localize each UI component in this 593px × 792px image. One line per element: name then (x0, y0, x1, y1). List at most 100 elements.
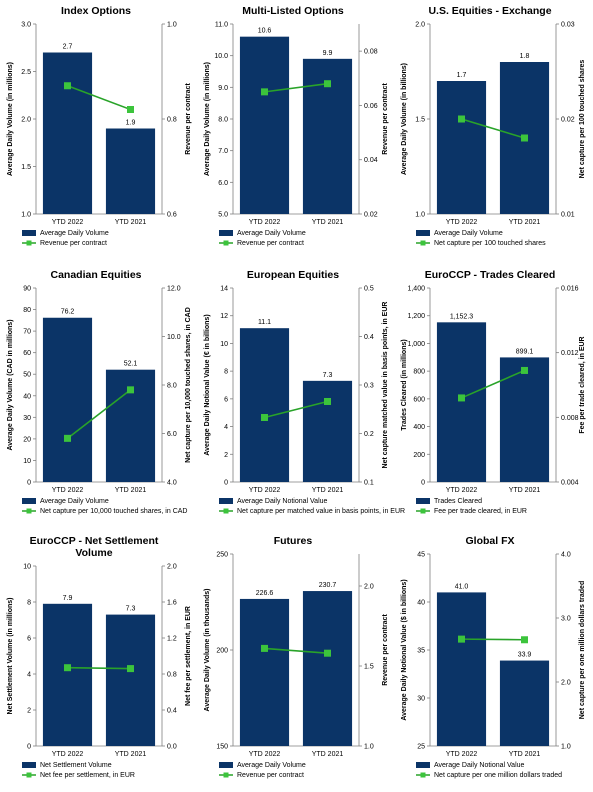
legend-swatch-bar (416, 762, 430, 768)
legend-label-bar: Trades Cleared (434, 498, 482, 505)
y-tick-label: 200 (216, 648, 228, 655)
y-tick-label: 8.0 (218, 117, 228, 124)
y-axis-title: Average Daily Notional Value ($ in billi… (401, 579, 408, 720)
legend-swatch-bar (22, 762, 36, 768)
chart-panel-futures: Futures 150 200 250 1.0 1.5 2.0 Average Daily V… (201, 532, 389, 790)
chart-title: Global FX (465, 535, 514, 547)
y2-tick-label: 1.2 (167, 636, 177, 643)
y2-tick-label: 3.0 (561, 616, 571, 623)
y-tick-label: 45 (417, 552, 425, 559)
y-tick-label: 8 (224, 369, 228, 376)
bar-data-label: 52.1 (124, 361, 138, 368)
y2-tick-label: 0.004 (561, 480, 579, 487)
bar-data-label: 76.2 (61, 309, 75, 316)
chart-svg: Futures 150 200 250 1.0 1.5 2.0 Average Daily V… (204, 535, 389, 779)
line-marker (127, 665, 134, 673)
line-marker (261, 644, 268, 652)
bar-data-label: 230.7 (319, 582, 337, 589)
y2-tick-label: 0.4 (364, 334, 374, 341)
bar-ytd-2022 (239, 36, 290, 214)
line-series (67, 389, 131, 439)
bar-data-label: 1.8 (520, 53, 530, 60)
x-tick-label: YTD 2022 (52, 487, 84, 494)
bar-ytd-2022 (436, 81, 487, 214)
y-tick-label: 9.0 (218, 85, 228, 92)
y-tick-label: 0 (224, 480, 228, 487)
legend-marker-swatch (26, 240, 32, 246)
y2-tick-label: 0.03 (561, 22, 575, 29)
y-tick-label: 6 (27, 636, 31, 643)
chart-title: Futures (274, 535, 313, 547)
y-tick-label: 90 (23, 286, 31, 293)
bar-data-label: 899.1 (516, 348, 534, 355)
legend-marker-swatch (223, 240, 229, 246)
line-marker (521, 366, 528, 374)
y2-tick-label: 0.02 (561, 117, 575, 124)
bar-ytd-2022 (436, 592, 487, 746)
y2-tick-label: 1.6 (167, 600, 177, 607)
bar-data-label: 9.9 (323, 50, 333, 57)
chart-title: Multi-Listed Options (242, 5, 344, 17)
line-marker (64, 664, 71, 672)
y2-tick-label: 0.06 (364, 103, 378, 110)
legend-label-bar: Average Daily Volume (434, 230, 503, 237)
legend-label-line: Revenue per contract (237, 772, 304, 779)
chart-panel-european-equities: European Equities 0 2 4 6 8 10 12 14 0.1 0.2 0.3 0.4… (201, 266, 405, 526)
y-axis-title: Average Daily Volume (in billions) (401, 63, 408, 175)
bar-ytd-2022 (239, 328, 290, 482)
legend-label-bar: Average Daily Notional Value (434, 762, 525, 769)
y-tick-label: 7.0 (218, 148, 228, 155)
chart-svg: U.S. Equities - Exchange 1.0 1.5 2.0 0.01 0.0… (401, 5, 586, 247)
y-tick-label: 10.0 (214, 53, 228, 60)
y-tick-label: 8 (27, 600, 31, 607)
y-tick-label: 30 (23, 415, 31, 422)
y-tick-label: 25 (417, 744, 425, 751)
y-tick-label: 40 (23, 393, 31, 400)
y-tick-label: 2.5 (21, 69, 31, 76)
chart-svg: EuroCCP - Trades Cleared 0 200 400 600 800 1,0… (401, 269, 586, 515)
y2-tick-label: 1.0 (561, 744, 571, 751)
x-tick-label: YTD 2021 (115, 219, 147, 226)
y-tick-label: 3.0 (21, 22, 31, 29)
y-tick-label: 200 (413, 452, 425, 459)
legend-label-line: Net capture per matched value in basis p… (237, 508, 405, 515)
line-marker (261, 413, 268, 421)
x-tick-label: YTD 2022 (52, 751, 84, 758)
bar-ytd-2021 (499, 357, 550, 482)
y-tick-label: 60 (23, 350, 31, 357)
y-tick-label: 400 (413, 424, 425, 431)
chart-panel-euroccp-trades-cleared: EuroCCP - Trades Cleared 0 200 400 600 800 1,0… (398, 266, 586, 526)
y-tick-label: 35 (417, 648, 425, 655)
y-tick-label: 0 (27, 744, 31, 751)
legend-marker-swatch (26, 772, 32, 778)
line-marker (521, 636, 528, 644)
y-axis-title: Net Settlement Volume (in millions) (7, 598, 14, 715)
y2-tick-label: 2.0 (167, 564, 177, 571)
line-marker (458, 394, 465, 402)
x-tick-label: YTD 2021 (115, 487, 147, 494)
chart-panel-us-equities-exchange: U.S. Equities - Exchange 1.0 1.5 2.0 0.01 0.0… (398, 2, 586, 258)
legend-label-bar: Average Daily Volume (237, 230, 306, 237)
x-tick-label: YTD 2021 (312, 751, 344, 758)
legend-label-line: Revenue per contract (40, 240, 107, 247)
legend-label-line: Revenue per contract (237, 240, 304, 247)
legend-marker-swatch (420, 772, 426, 778)
y2-tick-label: 0.4 (167, 708, 177, 715)
y-tick-label: 10 (23, 458, 31, 465)
legend-marker-swatch (420, 240, 426, 246)
y2-tick-label: 10.0 (167, 334, 181, 341)
y2-tick-label: 0.01 (561, 212, 575, 219)
bar-data-label: 2.7 (63, 44, 73, 51)
legend-marker-swatch (26, 508, 32, 514)
chart-title: Canadian Equities (50, 269, 141, 281)
chart-panel-canadian-equities: Canadian Equities 0 10 20 30 40 50 60 70 80 90 4.0 6… (4, 266, 192, 526)
y2-tick-label: 0.02 (364, 212, 378, 219)
y-tick-label: 50 (23, 372, 31, 379)
bar-ytd-2022 (436, 322, 487, 482)
x-tick-label: YTD 2022 (446, 751, 478, 758)
y2-tick-label: 0.6 (167, 212, 177, 219)
x-tick-label: YTD 2021 (509, 487, 541, 494)
bar-data-label: 11.1 (258, 319, 271, 326)
legend-marker-swatch (223, 772, 229, 778)
